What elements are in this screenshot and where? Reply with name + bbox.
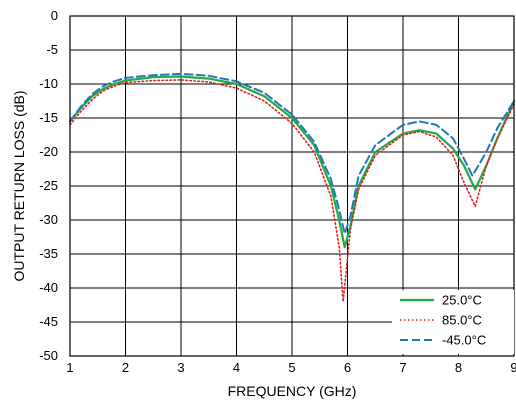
series-line-2 [69, 72, 515, 235]
tick-labels: 1 2 3 4 5 6 7 8 9 0 -5 -10 -15 -20 -25 -30 -35 -40 -45 -50 [39, 8, 516, 375]
y-tick-label: -15 [39, 110, 58, 125]
x-tick-label: 7 [399, 360, 406, 375]
y-tick-label: -45 [39, 314, 58, 329]
y-axis-label: OUTPUT RETURN LOSS (dB) [11, 90, 27, 281]
plot-frame [69, 15, 515, 357]
y-tick-label: -25 [39, 178, 58, 193]
y-tick-label: -40 [39, 280, 58, 295]
y-tick-label: -35 [39, 246, 58, 261]
x-tick-label: 6 [344, 360, 351, 375]
y-tick-label: -10 [39, 76, 58, 91]
legend-label-0: 25.0°C [442, 293, 482, 308]
legend-label-2: -45.0°C [442, 333, 486, 348]
x-axis-label: FREQUENCY (GHz) [228, 383, 357, 399]
series-line-1 [69, 79, 515, 303]
legend: 25.0°C 85.0°C -45.0°C [392, 290, 514, 354]
x-tick-label: 1 [66, 360, 73, 375]
legend-label-1: 85.0°C [442, 313, 482, 328]
x-tick-label: 3 [177, 360, 184, 375]
x-tick-label: 8 [455, 360, 462, 375]
y-tick-label: -5 [46, 42, 58, 57]
y-tick-label: 0 [51, 8, 58, 23]
y-tick-label: -30 [39, 212, 58, 227]
series-line-0 [68, 75, 516, 249]
x-tick-label: 5 [288, 360, 295, 375]
y-tick-label: -20 [39, 144, 58, 159]
y-tick-label: -50 [39, 348, 58, 363]
x-tick-label: 4 [233, 360, 240, 375]
x-tick-label: 9 [510, 360, 516, 375]
x-tick-label: 2 [122, 360, 129, 375]
series-lines [68, 72, 516, 303]
